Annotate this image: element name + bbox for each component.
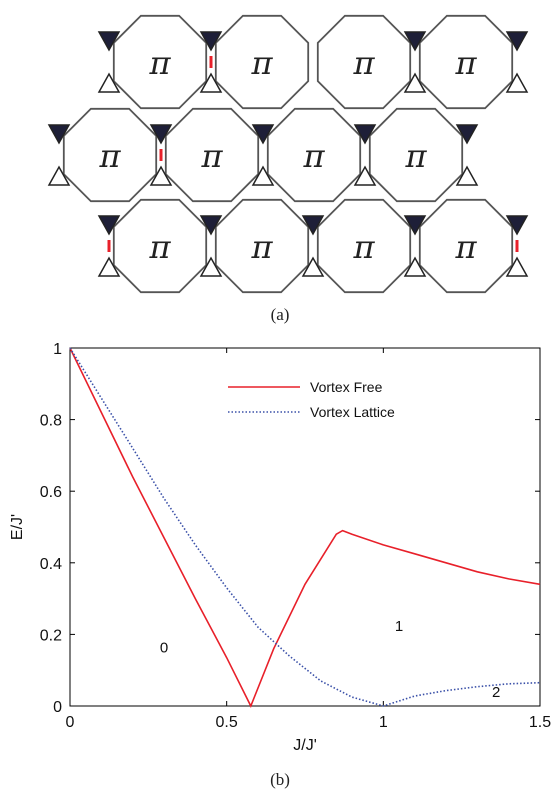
octagon-plaquette xyxy=(316,14,412,110)
y-tick-label: 0.8 xyxy=(40,413,62,430)
white-triangle xyxy=(97,256,121,277)
dark-triangle xyxy=(403,31,427,52)
axis-ticks: 0 0.5 1 1.5 0 0.2 0.4 0.6 0.8 1 xyxy=(40,341,551,731)
pi-label: π xyxy=(454,44,477,82)
lattice-links xyxy=(107,56,519,252)
y-tick-label: 1 xyxy=(53,341,62,358)
white-triangle xyxy=(505,256,529,277)
region-label: 2 xyxy=(492,684,500,701)
dark-triangle xyxy=(455,124,479,145)
energy-chart: 0 0.5 1 1.5 0 0.2 0.4 0.6 0.8 1 0 1 2 J/J' E/J' Vor… xyxy=(9,341,551,754)
caption-b: (b) xyxy=(270,770,290,789)
pi-label: π xyxy=(404,137,427,175)
dark-triangle xyxy=(47,124,71,145)
dark-triangle xyxy=(97,31,121,52)
lattice-labels: π π π π π π π π π π π π xyxy=(98,44,477,266)
white-triangle xyxy=(403,256,427,277)
plot-frame xyxy=(69,347,541,707)
series-lines xyxy=(69,347,541,708)
region-label: 0 xyxy=(160,639,168,656)
series-line-vortex-free xyxy=(69,347,541,708)
pi-label: π xyxy=(352,44,375,82)
white-triangle xyxy=(353,165,377,186)
pi-label: π xyxy=(148,228,171,266)
legend: Vortex Free Vortex Lattice xyxy=(228,379,395,420)
white-triangle xyxy=(455,165,479,186)
white-triangle xyxy=(47,165,71,186)
dark-triangle xyxy=(505,215,529,236)
white-triangle xyxy=(97,72,121,93)
white-triangle xyxy=(149,165,173,186)
y-tick-label: 0.6 xyxy=(40,484,62,501)
x-axis-label: J/J' xyxy=(293,737,317,754)
white-triangle xyxy=(301,256,325,277)
y-tick-label: 0.4 xyxy=(40,556,62,573)
white-triangle xyxy=(403,72,427,93)
lattice-diagram: π π π π π π π π π π π π xyxy=(47,14,529,294)
pi-label: π xyxy=(148,44,171,82)
x-tick-label: 0.5 xyxy=(216,714,238,731)
white-triangle xyxy=(199,72,223,93)
x-tick-label: 1 xyxy=(379,714,388,731)
white-triangle xyxy=(199,256,223,277)
legend-label-vortex-lattice: Vortex Lattice xyxy=(310,404,395,420)
y-tick-label: 0 xyxy=(53,699,62,716)
pi-label: π xyxy=(200,137,223,175)
y-axis-label: E/J' xyxy=(9,514,26,540)
white-triangle xyxy=(251,165,275,186)
dark-triangle xyxy=(251,124,275,145)
region-label: 1 xyxy=(395,618,403,635)
dark-triangle xyxy=(199,31,223,52)
pi-label: π xyxy=(250,44,273,82)
dark-triangle xyxy=(149,124,173,145)
pi-label: π xyxy=(250,228,273,266)
legend-label-vortex-free: Vortex Free xyxy=(310,379,383,395)
y-tick-label: 0.2 xyxy=(40,627,62,644)
pi-label: π xyxy=(352,228,375,266)
lattice-triangles xyxy=(47,31,529,277)
dark-triangle xyxy=(505,31,529,52)
region-labels: 0 1 2 xyxy=(160,618,500,701)
x-tick-label: 1.5 xyxy=(529,714,551,731)
white-triangle xyxy=(505,72,529,93)
pi-label: π xyxy=(454,228,477,266)
dark-triangle xyxy=(199,215,223,236)
dark-triangle xyxy=(301,215,325,236)
series-line-vortex-lattice xyxy=(69,347,541,707)
x-tick-label: 0 xyxy=(66,714,75,731)
dark-triangle xyxy=(97,215,121,236)
pi-label: π xyxy=(302,137,325,175)
pi-label: π xyxy=(98,137,121,175)
lattice-edges xyxy=(62,14,514,294)
dark-triangle xyxy=(403,215,427,236)
caption-a: (a) xyxy=(270,305,290,324)
dark-triangle xyxy=(353,124,377,145)
